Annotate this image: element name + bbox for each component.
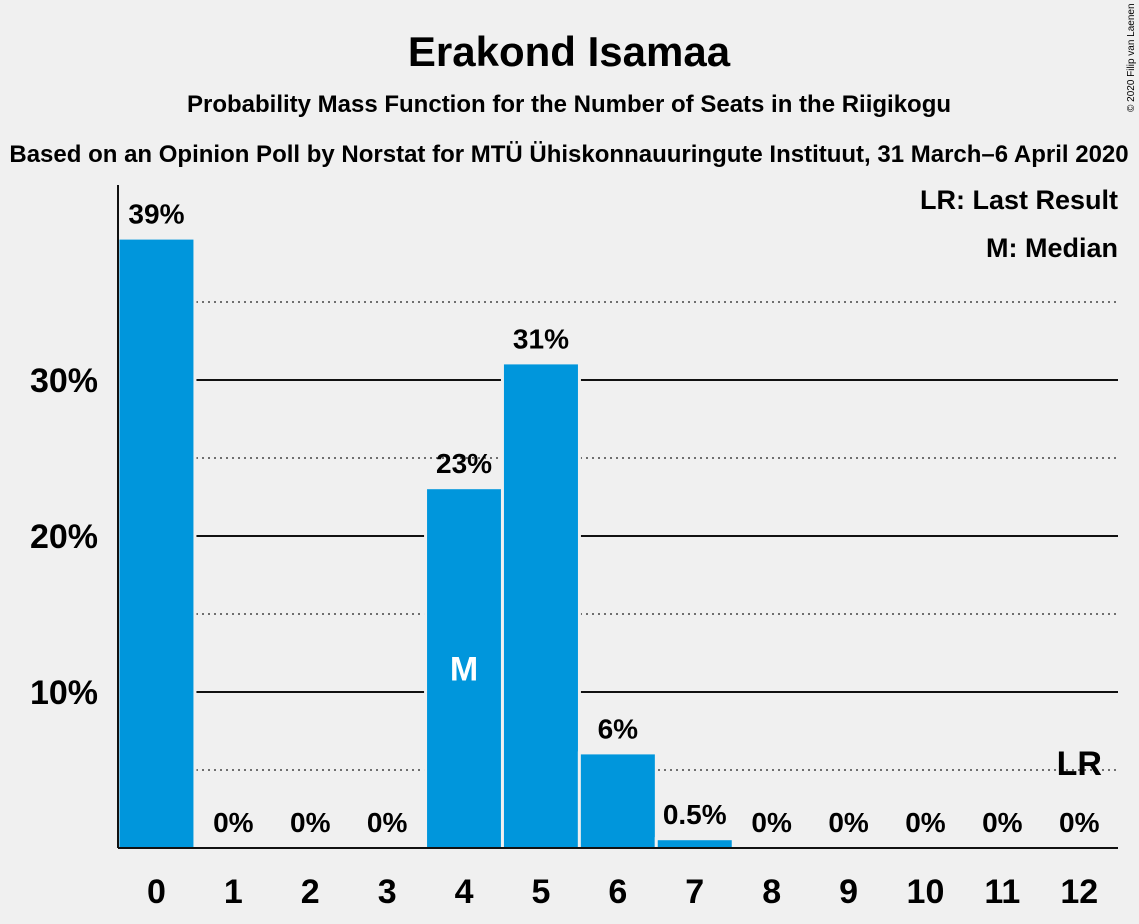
chart-subtitle: Probability Mass Function for the Number… xyxy=(187,91,951,118)
gridlines xyxy=(196,301,1118,771)
copyright-notice: © 2020 Filip van Laenen xyxy=(1126,3,1137,112)
y-tick-label: 30% xyxy=(30,362,98,400)
bar xyxy=(657,840,732,848)
legend-median: M: Median xyxy=(986,233,1118,263)
bar-value-label: 6% xyxy=(598,713,639,744)
labels: 10%20%30%39%00%10%20%323%4M31%56%60.5%70… xyxy=(30,199,1102,911)
bar xyxy=(503,364,578,848)
bar-value-label: 39% xyxy=(128,199,184,230)
bar-value-label: 0% xyxy=(1059,807,1100,838)
bar-value-label: 31% xyxy=(513,323,569,354)
x-tick-label: 7 xyxy=(685,873,704,911)
bar-value-label: 0% xyxy=(367,807,408,838)
y-tick-label: 10% xyxy=(30,674,98,712)
bars xyxy=(116,236,735,849)
bar-value-label: 0% xyxy=(905,807,946,838)
bar-value-label: 0.5% xyxy=(663,799,727,830)
last-result-marker: LR xyxy=(1057,745,1102,783)
chart-source-subtitle: Based on an Opinion Poll by Norstat for … xyxy=(9,141,1128,168)
y-tick-label: 20% xyxy=(30,518,98,556)
x-tick-label: 12 xyxy=(1060,873,1098,911)
bar-value-label: 23% xyxy=(436,448,492,479)
x-tick-label: 5 xyxy=(531,873,550,911)
bar xyxy=(119,239,194,849)
x-tick-label: 9 xyxy=(839,873,858,911)
x-tick-label: 0 xyxy=(147,873,166,911)
legend-last-result: LR: Last Result xyxy=(920,185,1118,215)
x-tick-label: 6 xyxy=(608,873,627,911)
axes xyxy=(117,185,1118,849)
chart-title: Erakond Isamaa xyxy=(408,28,731,75)
x-tick-label: 8 xyxy=(762,873,781,911)
x-tick-label: 3 xyxy=(378,873,397,911)
x-tick-label: 2 xyxy=(301,873,320,911)
x-tick-label: 11 xyxy=(984,873,1020,911)
bar-value-label: 0% xyxy=(751,807,792,838)
x-tick-label: 10 xyxy=(907,873,945,911)
bar xyxy=(580,754,655,848)
x-tick-label: 4 xyxy=(455,873,474,911)
median-marker: M xyxy=(450,651,478,689)
bar-value-label: 0% xyxy=(290,807,331,838)
bar-value-label: 0% xyxy=(828,807,869,838)
bar-value-label: 0% xyxy=(982,807,1023,838)
bar-value-label: 0% xyxy=(213,807,254,838)
x-tick-label: 1 xyxy=(224,873,243,911)
bar xyxy=(427,489,502,848)
